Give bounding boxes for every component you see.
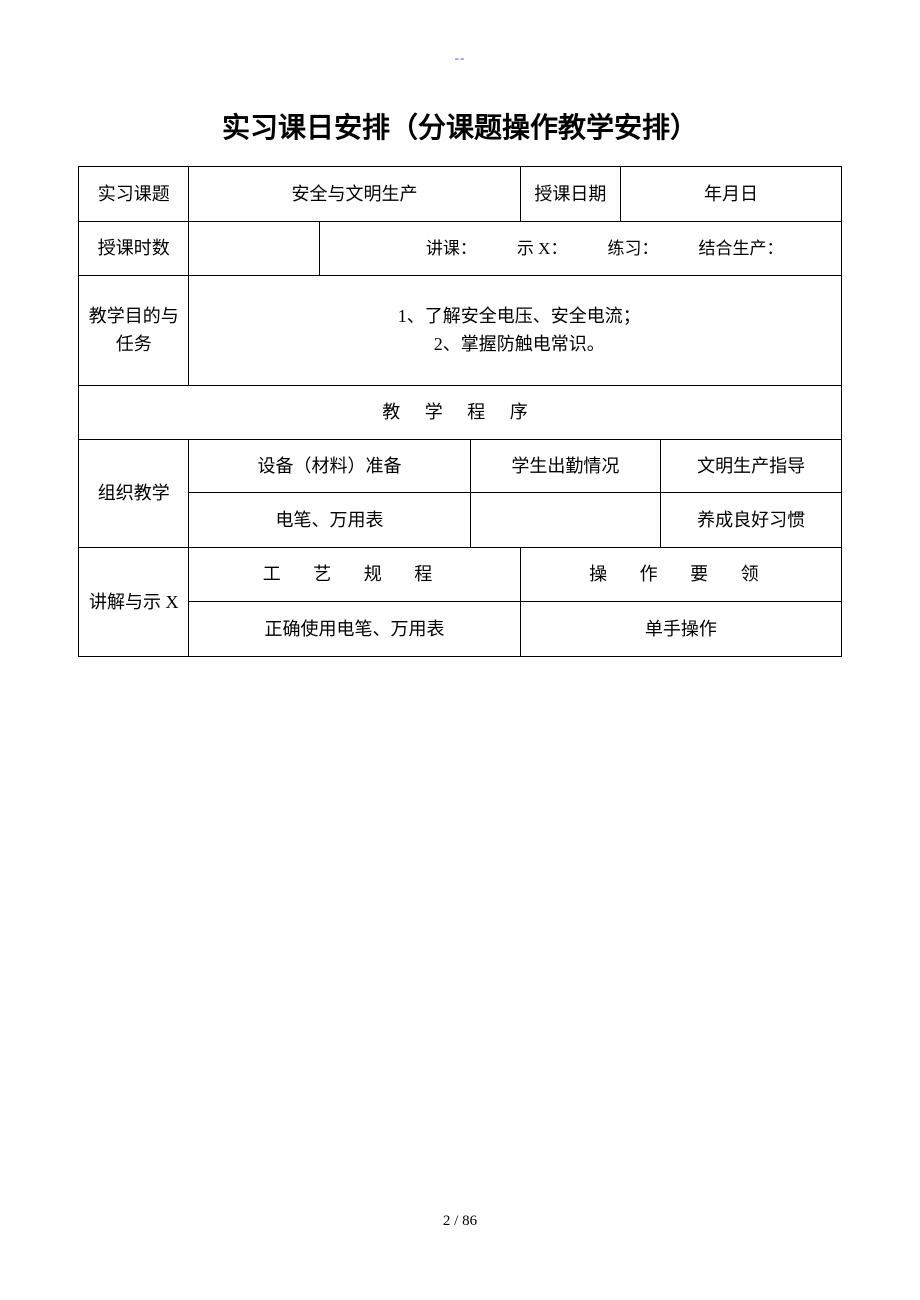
hours-production: 结合生产： — [698, 235, 783, 262]
hours-blank — [189, 222, 320, 276]
demo-h1: 工 艺 规 程 — [189, 548, 520, 602]
org-h3: 文明生产指导 — [661, 439, 842, 493]
demo-v1: 正确使用电笔、万用表 — [189, 602, 520, 657]
hours-lecture: 讲课： — [426, 235, 477, 262]
demo-v2: 单手操作 — [520, 602, 841, 657]
page-title: 实习课日安排（分课题操作教学安排） — [78, 106, 842, 146]
hours-items: 讲课： 示 X： 练习： 结合生产： — [319, 222, 841, 276]
value-topic: 安全与文明生产 — [189, 167, 520, 222]
org-v1: 电笔、万用表 — [189, 493, 470, 548]
demo-h2: 操 作 要 领 — [520, 548, 841, 602]
goal-line-2: 2、掌握防触电常识。 — [203, 330, 835, 359]
value-date: 年月日 — [621, 167, 842, 222]
label-topic: 实习课题 — [79, 167, 189, 222]
org-v2 — [470, 493, 661, 548]
org-v3: 养成良好习惯 — [661, 493, 842, 548]
org-h2: 学生出勤情况 — [470, 439, 661, 493]
hours-practice: 练习： — [607, 235, 658, 262]
org-h1: 设备（材料）准备 — [189, 439, 470, 493]
header-mark: -- — [78, 50, 842, 66]
schedule-table: 实习课题 安全与文明生产 授课日期 年月日 授课时数 讲课： 示 X： 练习： … — [78, 166, 842, 657]
label-goals: 教学目的与任务 — [79, 275, 189, 385]
goal-line-1: 1、了解安全电压、安全电流； — [203, 302, 835, 331]
label-org: 组织教学 — [79, 439, 189, 548]
label-demo: 讲解与示 X — [79, 548, 189, 657]
goals-content: 1、了解安全电压、安全电流； 2、掌握防触电常识。 — [189, 275, 842, 385]
page-footer: 2 / 86 — [0, 1213, 920, 1230]
label-date: 授课日期 — [520, 167, 620, 222]
section-header: 教 学 程 序 — [79, 385, 842, 439]
hours-demo: 示 X： — [517, 235, 568, 262]
label-hours: 授课时数 — [79, 222, 189, 276]
